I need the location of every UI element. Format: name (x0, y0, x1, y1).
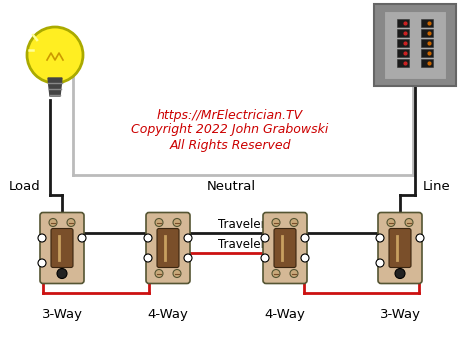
Circle shape (144, 234, 152, 242)
Circle shape (38, 259, 46, 267)
Circle shape (301, 254, 309, 262)
FancyBboxPatch shape (51, 229, 73, 268)
Circle shape (67, 218, 75, 226)
Text: 4-Way: 4-Way (147, 308, 189, 321)
Text: Line: Line (423, 180, 451, 193)
FancyBboxPatch shape (384, 11, 446, 79)
Circle shape (49, 218, 57, 226)
FancyBboxPatch shape (397, 19, 410, 27)
Circle shape (416, 234, 424, 242)
Circle shape (27, 27, 83, 83)
Circle shape (395, 268, 405, 279)
Circle shape (261, 234, 269, 242)
FancyBboxPatch shape (374, 4, 456, 86)
Circle shape (173, 269, 181, 278)
Circle shape (38, 234, 46, 242)
Circle shape (155, 218, 163, 226)
FancyBboxPatch shape (378, 213, 422, 284)
FancyBboxPatch shape (397, 49, 410, 57)
Circle shape (387, 218, 395, 226)
Text: Load: Load (9, 180, 41, 193)
FancyBboxPatch shape (421, 29, 433, 37)
Polygon shape (48, 78, 62, 96)
Text: 4-Way: 4-Way (264, 308, 305, 321)
FancyBboxPatch shape (421, 59, 433, 67)
Circle shape (173, 218, 181, 226)
FancyBboxPatch shape (397, 59, 410, 67)
Circle shape (301, 234, 309, 242)
Text: Traveler: Traveler (218, 238, 265, 251)
FancyBboxPatch shape (146, 213, 190, 284)
Circle shape (144, 254, 152, 262)
FancyBboxPatch shape (274, 229, 296, 268)
Circle shape (184, 234, 192, 242)
Text: Neutral: Neutral (207, 180, 255, 193)
Text: Traveler: Traveler (218, 218, 265, 231)
Circle shape (272, 218, 280, 226)
Circle shape (155, 269, 163, 278)
Circle shape (57, 268, 67, 279)
Circle shape (290, 269, 298, 278)
Circle shape (78, 234, 86, 242)
Circle shape (261, 254, 269, 262)
Text: 3-Way: 3-Way (42, 308, 82, 321)
Text: https://MrElectrician.TV
Copyright 2022 John Grabowski
All Rights Reserved: https://MrElectrician.TV Copyright 2022 … (131, 109, 328, 152)
FancyBboxPatch shape (421, 39, 433, 47)
Circle shape (376, 234, 384, 242)
FancyBboxPatch shape (40, 213, 84, 284)
FancyBboxPatch shape (421, 19, 433, 27)
Circle shape (184, 254, 192, 262)
Circle shape (376, 259, 384, 267)
FancyBboxPatch shape (397, 39, 410, 47)
Circle shape (405, 218, 413, 226)
Circle shape (272, 269, 280, 278)
FancyBboxPatch shape (397, 29, 410, 37)
FancyBboxPatch shape (421, 49, 433, 57)
FancyBboxPatch shape (157, 229, 179, 268)
FancyBboxPatch shape (263, 213, 307, 284)
FancyBboxPatch shape (389, 229, 411, 268)
Circle shape (290, 218, 298, 226)
Text: 3-Way: 3-Way (380, 308, 420, 321)
